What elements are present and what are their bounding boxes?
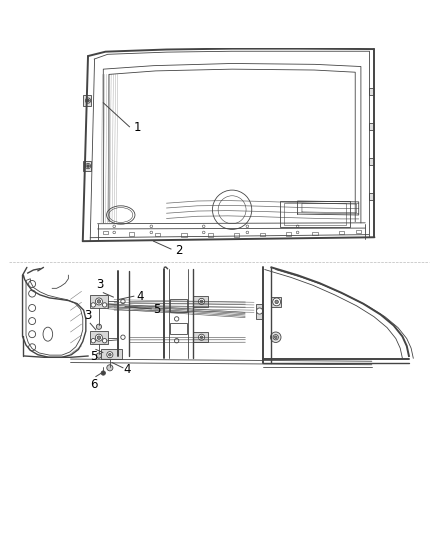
Text: 3: 3 [85, 309, 92, 322]
Circle shape [273, 335, 279, 340]
Bar [369, 193, 374, 200]
Text: 2: 2 [175, 244, 183, 257]
Bar [356, 230, 361, 233]
Bar [234, 233, 239, 237]
Circle shape [271, 332, 281, 343]
Circle shape [198, 334, 205, 340]
Bar [83, 95, 91, 106]
Text: 5: 5 [90, 350, 97, 364]
Circle shape [102, 338, 107, 343]
Bar [369, 158, 374, 165]
Circle shape [102, 303, 107, 307]
Text: 1: 1 [134, 121, 141, 134]
Text: 6: 6 [90, 378, 97, 391]
Circle shape [96, 324, 102, 329]
Text: 3: 3 [96, 278, 104, 292]
Bar [208, 233, 213, 237]
Circle shape [87, 165, 89, 167]
Text: 4: 4 [136, 290, 144, 303]
Bar [181, 233, 187, 237]
Bar [312, 231, 318, 235]
Text: 4: 4 [124, 362, 131, 376]
Circle shape [109, 353, 111, 356]
Circle shape [97, 336, 101, 340]
Circle shape [85, 98, 91, 103]
Bar [369, 88, 374, 95]
Circle shape [107, 352, 113, 358]
Text: 5: 5 [152, 303, 160, 316]
Bar [103, 231, 108, 234]
Circle shape [85, 164, 91, 169]
Bar [271, 297, 282, 306]
Bar [101, 350, 122, 359]
Bar [129, 232, 134, 236]
Bar [83, 161, 91, 171]
Bar [280, 201, 350, 227]
Bar [193, 296, 208, 306]
Circle shape [101, 371, 106, 375]
Circle shape [87, 99, 89, 102]
Bar [286, 232, 291, 236]
Bar [339, 231, 344, 234]
Circle shape [95, 298, 102, 305]
Bar [256, 304, 263, 319]
Bar [193, 332, 208, 342]
Circle shape [91, 303, 95, 307]
Bar [285, 203, 346, 225]
Circle shape [107, 365, 113, 371]
Circle shape [96, 353, 102, 358]
Bar [260, 233, 265, 236]
Circle shape [198, 298, 205, 304]
Circle shape [275, 300, 279, 304]
Circle shape [257, 308, 263, 314]
Bar [90, 295, 108, 308]
Circle shape [200, 336, 203, 338]
Circle shape [273, 298, 281, 306]
Bar [170, 323, 187, 334]
Circle shape [200, 300, 203, 303]
Bar [170, 299, 187, 312]
Circle shape [275, 336, 277, 338]
Bar [155, 233, 160, 236]
Circle shape [91, 338, 95, 343]
Bar [90, 331, 108, 344]
Circle shape [97, 300, 101, 303]
Bar [369, 123, 374, 130]
Circle shape [95, 334, 102, 341]
